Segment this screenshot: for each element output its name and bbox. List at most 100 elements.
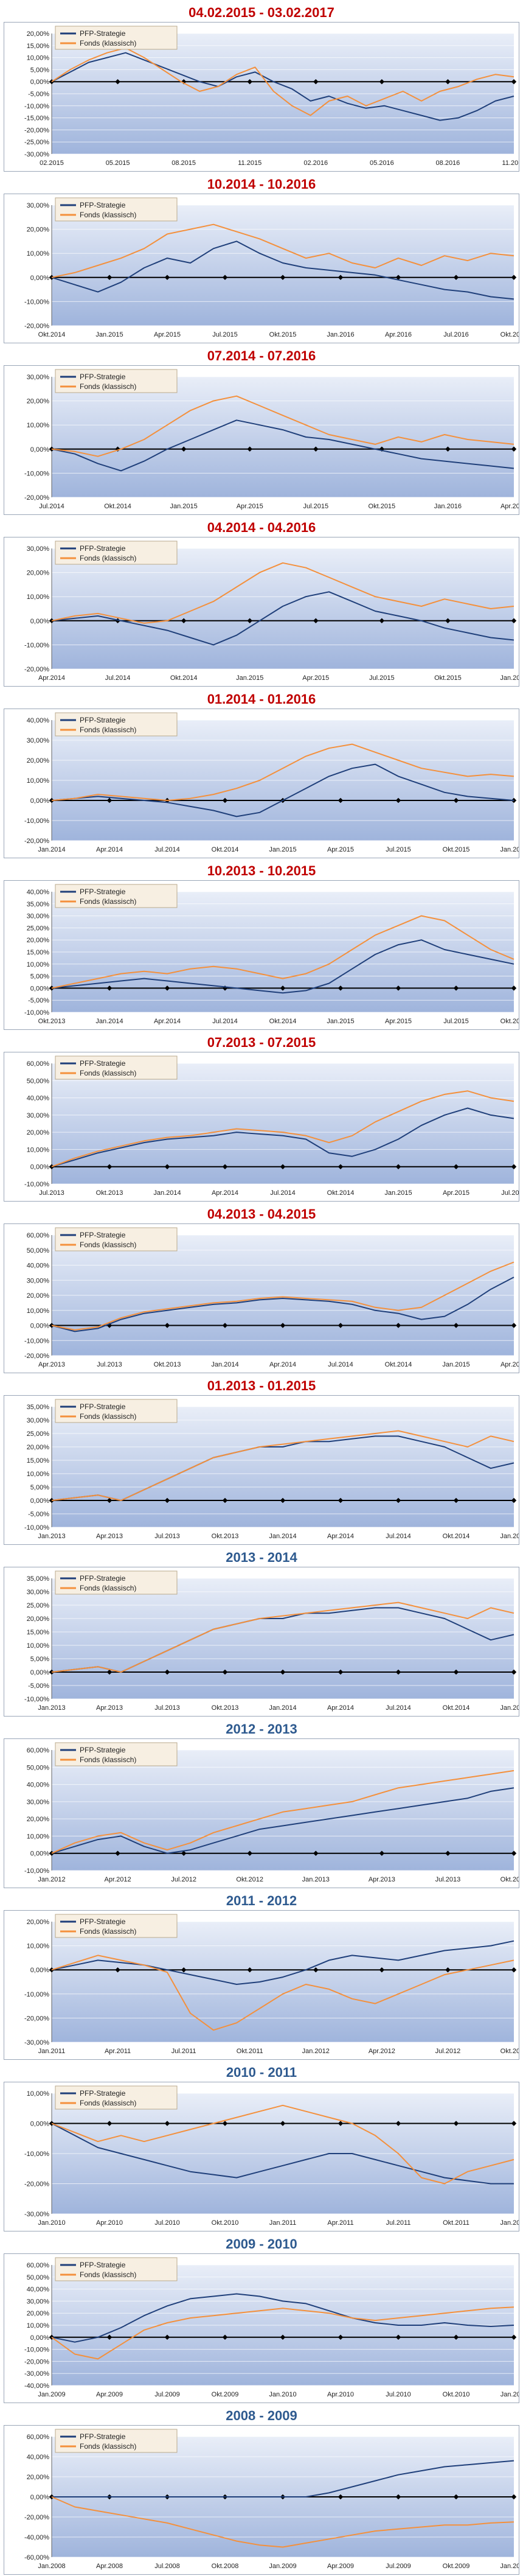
x-tick-label: Okt.2009: [443, 2563, 470, 2570]
x-tick-label: Jan.2016: [327, 331, 354, 338]
x-tick-label: Okt.2014: [104, 503, 131, 510]
y-tick-label: -10,00%: [24, 2347, 49, 2354]
y-tick-label: -10,00%: [24, 1009, 49, 1017]
legend-label-strategy: PFP-Strategie: [80, 2261, 126, 2269]
y-tick-label: -20,00%: [24, 494, 49, 502]
series-line-strategy: [51, 1276, 514, 1332]
series-line-fund: [51, 1261, 514, 1331]
x-tick-label: Apr.2015: [385, 1018, 412, 1025]
x-tick-label: Jul.2014: [154, 846, 180, 853]
x-tick-label: 11.2015: [238, 159, 262, 167]
chart-panel: 2012 - 2013 -10,00% 0,00% 10,00% 20,00% 30,00…: [4, 1720, 519, 1888]
legend-label-fund: Fonds (klassisch): [80, 2099, 136, 2107]
x-tick-label: 11.2016: [502, 159, 519, 167]
zero-marker: [222, 1497, 228, 1503]
chart-panel: 10.2014 - 10.2016 -20,00% -10,00% 0,00% 10,0…: [4, 175, 519, 343]
zero-marker: [164, 1497, 170, 1503]
y-tick-label: 10,00%: [27, 1642, 50, 1650]
y-tick-label: 30,00%: [27, 545, 50, 553]
x-tick-label: Jul.2015: [386, 846, 411, 853]
series-line-fund: [51, 562, 514, 624]
zero-marker: [106, 275, 113, 281]
x-tick-label: Jan.2011: [269, 2219, 296, 2227]
x-tick-label: Okt.2014: [212, 846, 239, 853]
y-tick-label: -10,00%: [24, 2151, 49, 2158]
zero-marker: [164, 275, 170, 281]
chart-panel: 2008 - 2009 -60,00% -40,00% -20,00% 0,00% 20,…: [4, 2407, 519, 2575]
x-tick-label: Apr.2012: [369, 2048, 395, 2055]
chart-panel: 2009 - 2010 -40,00% -30,00% -20,00% -10,00% 0…: [4, 2235, 519, 2403]
x-tick-label: Jul.2014: [328, 1361, 353, 1368]
line-chart: -10,00% -5,00% 0,00% 5,00% 10,00% 15,00% 20,00…: [24, 1570, 519, 1712]
y-tick-label: 20,00%: [27, 398, 50, 405]
chart-panel: 01.2013 - 01.2015 -10,00% -5,00% 0,00% 5,00%…: [4, 1377, 519, 1545]
legend-label-strategy: PFP-Strategie: [80, 1917, 126, 1926]
x-tick-label: Okt.2013: [96, 1189, 123, 1197]
chart-panel: 07.2014 - 07.2016 -20,00% -10,00% 0,00% 10,0…: [4, 347, 519, 515]
y-tick-label: 5,00%: [30, 66, 49, 74]
x-tick-label: Jan.2012: [500, 2219, 519, 2227]
line-chart: -10,00% -5,00% 0,00% 5,00% 10,00% 15,00% 20,00…: [24, 1399, 519, 1540]
chart-box: -20,00% -10,00% 0,00% 10,00% 20,00% 30,00% Jul…: [4, 365, 519, 515]
y-tick-label: 20,00%: [27, 757, 50, 765]
x-tick-label: 08.2016: [436, 159, 460, 167]
series-line-strategy: [51, 240, 514, 300]
y-tick-label: 10,00%: [27, 250, 50, 257]
chart-box: -10,00% -5,00% 0,00% 5,00% 10,00% 15,00% 20,00…: [4, 1567, 519, 1717]
chart-box: -10,00% 0,00% 10,00% 20,00% 30,00% 40,00% 50,0…: [4, 1052, 519, 1202]
legend-label-fund: Fonds (klassisch): [80, 1241, 136, 1249]
chart-box: -30,00% -25,00% -20,00% -15,00% -10,00% -5,00…: [4, 22, 519, 172]
legend: [55, 26, 178, 50]
legend-label-strategy: PFP-Strategie: [80, 1402, 126, 1411]
legend: [55, 197, 178, 222]
zero-marker: [222, 797, 228, 803]
series-line-fund: [51, 2496, 514, 2548]
x-tick-label: Apr.2010: [327, 2391, 354, 2398]
zero-marker: [395, 1164, 401, 1169]
y-tick-label: 60,00%: [27, 2434, 50, 2441]
x-tick-label: Jan.2015: [500, 1704, 519, 1712]
x-tick-label: Jan.2016: [500, 674, 519, 682]
plot-area: [52, 205, 514, 326]
y-tick-label: 0,00%: [30, 1164, 49, 1171]
x-tick-label: 05.2015: [106, 159, 130, 167]
series-line-fund: [51, 395, 514, 457]
x-tick-label: Apr.2014: [327, 1704, 354, 1712]
x-tick-label: Jan.2010: [38, 2219, 65, 2227]
zero-marker: [511, 2494, 517, 2500]
y-tick-label: -20,00%: [24, 2015, 49, 2022]
x-tick-label: Jan.2010: [500, 2563, 519, 2570]
zero-marker: [181, 446, 187, 452]
x-tick-label: Apr.2009: [96, 2391, 123, 2398]
y-tick-label: 30,00%: [27, 1277, 50, 1284]
line-chart: -20,00% -10,00% 0,00% 10,00% 20,00% 30,00% Apr…: [24, 541, 519, 682]
x-tick-label: Jul.2013: [154, 1533, 180, 1540]
y-tick-label: -5,00%: [28, 1682, 49, 1690]
series-line-fund: [51, 1601, 514, 1673]
x-tick-label: Jan.2012: [302, 2048, 330, 2055]
y-tick-label: -5,00%: [28, 997, 49, 1004]
y-tick-label: 25,00%: [27, 1602, 50, 1609]
x-tick-label: Jan.2014: [153, 1189, 181, 1197]
legend-label-fund: Fonds (klassisch): [80, 211, 136, 219]
series-line-strategy: [51, 419, 514, 472]
x-tick-label: Jul.2011: [171, 2048, 196, 2055]
chart-title: 07.2013 - 07.2015: [207, 1035, 316, 1050]
zero-marker: [222, 1669, 228, 1675]
y-tick-label: -25,00%: [24, 139, 49, 146]
x-tick-label: Jan.2011: [500, 2391, 519, 2398]
plot-area: [52, 1750, 514, 1871]
series-line-fund: [51, 1430, 514, 1501]
x-tick-label: Jul.2012: [435, 2048, 461, 2055]
x-tick-label: Okt.2012: [236, 1876, 263, 1883]
zero-marker: [395, 2494, 401, 2500]
y-tick-label: 10,00%: [27, 55, 50, 62]
x-tick-label: Jan.2015: [95, 331, 123, 338]
y-tick-label: -20,00%: [24, 838, 49, 845]
zero-marker: [222, 1323, 228, 1328]
y-tick-label: 40,00%: [27, 889, 50, 896]
x-tick-label: Jan.2014: [38, 846, 65, 853]
y-tick-label: -30,00%: [24, 2211, 49, 2218]
y-tick-label: 50,00%: [27, 1247, 50, 1255]
x-tick-label: Apr.2013: [369, 1876, 395, 1883]
